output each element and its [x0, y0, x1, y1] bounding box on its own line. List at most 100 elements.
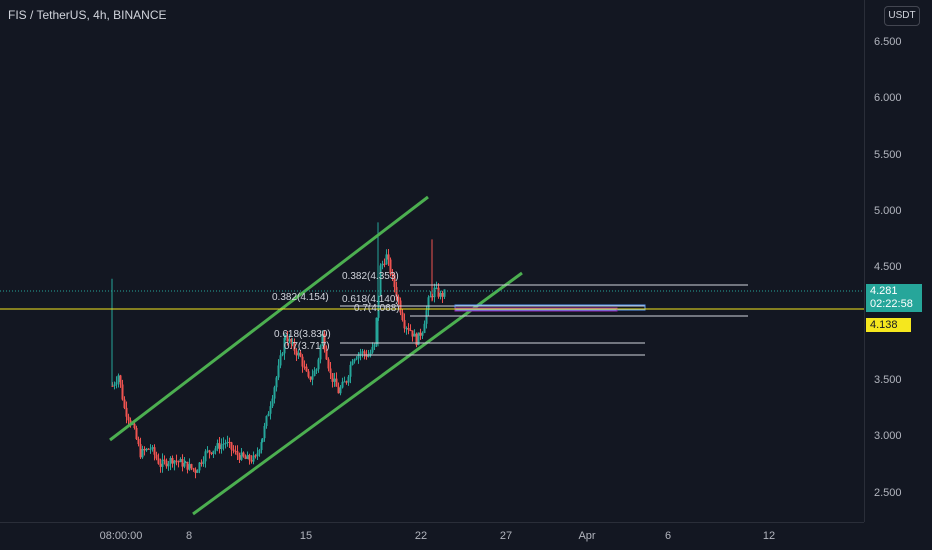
candle-body [184, 461, 187, 463]
candle-body [141, 448, 144, 458]
candle-body [248, 455, 251, 461]
candle-body [421, 332, 424, 336]
candle-body [371, 346, 374, 353]
candle-body [113, 384, 116, 386]
candle-body [216, 443, 219, 449]
candle-body [309, 376, 312, 380]
candle-body [351, 361, 354, 365]
candle-body [381, 263, 384, 266]
candle-body [423, 323, 426, 333]
candle-body [337, 386, 340, 394]
candle-body [263, 425, 266, 439]
candle-body [299, 352, 302, 357]
candle-body [411, 330, 414, 337]
candle-body [208, 450, 211, 453]
candle-body [273, 387, 276, 399]
candle-body [325, 349, 328, 360]
candle-countdown: 02:22:58 [870, 298, 913, 310]
candle-body [321, 333, 324, 346]
candle-body [252, 455, 255, 462]
candle-body [401, 312, 404, 321]
candle-body [137, 439, 140, 445]
candle-body [119, 375, 122, 385]
candle-body [307, 371, 310, 377]
candle-body [236, 451, 239, 456]
channel-lower-line[interactable] [192, 271, 523, 516]
candle-body [439, 293, 442, 297]
candle-body [327, 359, 330, 369]
candle-body [198, 462, 201, 471]
candle-body [437, 287, 440, 297]
candle-body [133, 423, 136, 429]
candle-body [202, 461, 205, 464]
time-axis[interactable] [0, 522, 864, 550]
candle-body [192, 468, 195, 470]
candle-body [373, 344, 376, 347]
candle-body [349, 364, 352, 377]
candle-body [323, 333, 326, 350]
candle-body [443, 289, 446, 297]
price-tick: 4.500 [874, 261, 902, 273]
candle-body [254, 455, 257, 457]
candle-body [405, 328, 408, 330]
price-axis[interactable] [864, 0, 932, 522]
fib-label-5: 0.618(3.830) [274, 329, 331, 340]
price-tick: 6.500 [874, 36, 902, 48]
price-tick: 6.000 [874, 92, 902, 104]
candle-body [167, 463, 170, 467]
candle-body [367, 355, 370, 357]
candle-body [361, 351, 364, 353]
candle-body [242, 452, 245, 457]
price-tick: 2.500 [874, 487, 902, 499]
candle-body [393, 275, 396, 288]
candle-body [355, 358, 358, 360]
candle-body [417, 332, 420, 346]
candle-body [329, 368, 332, 374]
candle-body [139, 444, 142, 458]
candle-body [385, 254, 388, 265]
candle-body [163, 459, 166, 461]
candle-body [265, 416, 268, 426]
candle-body [234, 450, 237, 452]
candle-body [200, 462, 203, 464]
candle-body [256, 453, 259, 457]
currency-button[interactable]: USDT [884, 6, 920, 26]
channel-upper-line[interactable] [109, 195, 429, 442]
candle-body [331, 373, 334, 382]
candle-body [286, 337, 289, 342]
candle-body [413, 333, 416, 337]
candle-body [383, 263, 386, 265]
candle-body [425, 310, 428, 324]
candle-body [357, 354, 360, 359]
candle-body [240, 452, 243, 460]
candle-body [345, 381, 348, 383]
fib-label-3: 0.618(4.140) [342, 294, 399, 305]
candle-body [244, 456, 247, 459]
candle-body [435, 287, 438, 289]
candle-body [173, 460, 176, 464]
candle-body [419, 332, 422, 336]
candles-group [111, 222, 446, 479]
symbol-title[interactable]: FIS / TetherUS, 4h, BINANCE [8, 8, 167, 22]
candle-body [261, 438, 264, 443]
candle-body [111, 385, 114, 387]
chart-area[interactable] [0, 0, 864, 522]
time-tick: 08:00:00 [99, 530, 143, 542]
candle-body [220, 444, 223, 450]
candle-body [347, 376, 350, 383]
time-tick: 8 [185, 530, 193, 542]
candle-body [226, 441, 229, 444]
candle-body [238, 455, 241, 460]
candle-body [283, 337, 286, 354]
candle-body [222, 443, 225, 445]
fib-label-2: 0.382(4.154) [272, 292, 329, 303]
candle-body [387, 254, 390, 260]
time-tick: Apr [578, 530, 596, 542]
chart-canvas[interactable] [0, 0, 864, 522]
candle-body [269, 406, 272, 414]
time-tick: 12 [762, 530, 776, 542]
price-tick: 5.000 [874, 205, 902, 217]
candle-body [319, 345, 322, 360]
candle-body [295, 350, 298, 356]
candle-body [129, 420, 132, 424]
